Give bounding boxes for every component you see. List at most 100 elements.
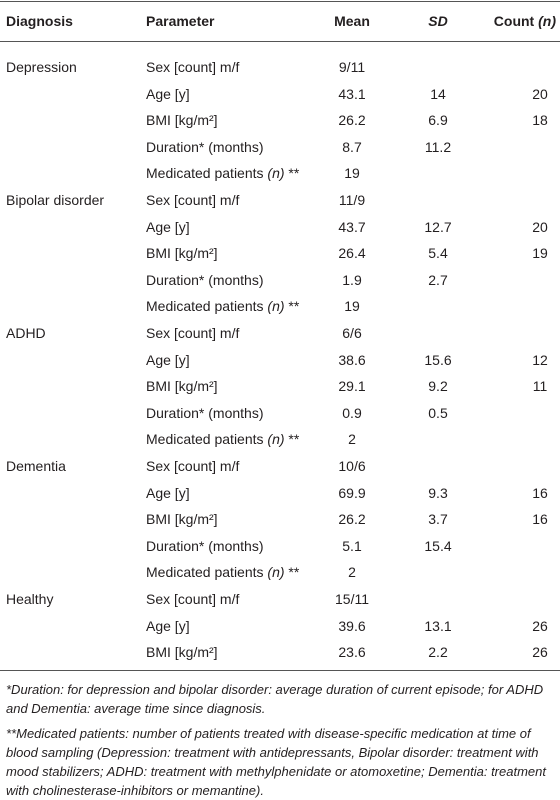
value-cell: 6.9	[428, 112, 448, 129]
value-cell: 26.4	[338, 245, 366, 262]
text-segment: **	[284, 431, 300, 448]
value-cell: 38.6	[338, 351, 366, 368]
footnote: **Medicated patients: number of patients…	[6, 726, 546, 798]
value-cell: 19	[532, 245, 548, 262]
text-segment: (n)	[267, 298, 285, 315]
parameter-cell: BMI [kg/m²]	[146, 245, 218, 262]
value-cell: 2.7	[428, 271, 448, 288]
parameter-cell: Duration* (months)	[146, 138, 264, 155]
value-cell: 43.1	[338, 85, 366, 102]
parameter-cell: Medicated patients (n) **	[146, 562, 299, 582]
value-cell: 26	[532, 644, 548, 661]
text-segment: (n)	[538, 13, 556, 29]
value-cell: 9.3	[428, 484, 448, 501]
parameter-cell: Sex [count] m/f	[146, 591, 240, 607]
value-cell: 12	[532, 351, 548, 368]
diagnosis-cell: Healthy	[6, 591, 54, 607]
value-cell: 26.2	[338, 511, 366, 528]
parameter-cell: Duration* (months)	[146, 271, 264, 288]
parameter-cell: Medicated patients (n) **	[146, 163, 299, 183]
value-cell: 20	[532, 85, 548, 102]
text-segment: **	[284, 298, 300, 315]
value-cell: 15/11	[335, 591, 369, 607]
value-cell: 19	[344, 165, 360, 182]
text-segment: Medicated patients	[146, 298, 268, 315]
header-cell: SD	[428, 11, 447, 31]
diagnosis-cell: Dementia	[6, 458, 66, 474]
value-cell: 16	[532, 511, 548, 528]
value-cell: 26	[532, 617, 548, 634]
value-cell: 9.2	[428, 378, 448, 395]
text-segment: (n)	[267, 431, 285, 448]
parameter-cell: Medicated patients (n) **	[146, 429, 299, 449]
value-cell: 0.9	[342, 404, 362, 421]
parameter-cell: Medicated patients (n) **	[146, 296, 299, 316]
diagnosis-cell: Depression	[6, 59, 77, 75]
parameter-cell: Duration* (months)	[146, 537, 264, 554]
value-cell: 11	[532, 378, 548, 395]
value-cell: 0.5	[428, 404, 448, 421]
value-cell: 12.7	[424, 218, 452, 235]
value-cell: 18	[532, 112, 548, 129]
value-cell: 11/9	[338, 192, 366, 208]
value-cell: 2.2	[428, 644, 448, 661]
text-segment: SD	[428, 13, 448, 29]
value-cell: 10/6	[338, 458, 366, 474]
header-cell: Count (n)	[494, 11, 556, 31]
value-cell: 15.6	[424, 351, 452, 368]
footnote: *Duration: for depression and bipolar di…	[6, 682, 544, 716]
value-cell: 1.9	[342, 271, 362, 288]
diagnosis-cell: ADHD	[6, 325, 46, 341]
text-segment: (n)	[267, 564, 285, 581]
parameter-cell: Age [y]	[146, 484, 190, 501]
value-cell: 3.7	[428, 511, 448, 528]
parameter-cell: Age [y]	[146, 218, 190, 235]
parameter-cell: Sex [count] m/f	[146, 325, 240, 341]
bottom-rule	[0, 670, 560, 671]
parameter-cell: Age [y]	[146, 85, 190, 102]
value-cell: 69.9	[338, 484, 366, 501]
value-cell: 14	[430, 85, 446, 102]
text-segment: (n)	[267, 165, 285, 182]
parameter-cell: BMI [kg/m²]	[146, 378, 218, 395]
text-segment: Medicated patients	[146, 165, 268, 182]
header-cell: Diagnosis	[6, 13, 73, 29]
parameter-cell: Age [y]	[146, 617, 190, 634]
value-cell: 6/6	[342, 325, 362, 341]
parameter-cell: Sex [count] m/f	[146, 458, 240, 474]
value-cell: 5.4	[428, 245, 448, 262]
value-cell: 29.1	[338, 378, 366, 395]
header-cell: Parameter	[146, 13, 215, 29]
text-segment: Medicated patients	[146, 564, 268, 581]
parameter-cell: Sex [count] m/f	[146, 59, 240, 75]
value-cell: 26.2	[338, 112, 366, 129]
value-cell: 5.1	[342, 537, 362, 554]
parameter-cell: Age [y]	[146, 351, 190, 368]
value-cell: 13.1	[424, 617, 452, 634]
parameter-cell: BMI [kg/m²]	[146, 644, 218, 661]
value-cell: 2	[348, 431, 356, 448]
parameter-cell: Duration* (months)	[146, 404, 264, 421]
value-cell: 11.2	[424, 138, 452, 155]
parameter-cell: BMI [kg/m²]	[146, 511, 218, 528]
value-cell: 43.7	[338, 218, 366, 235]
diagnosis-cell: Bipolar disorder	[6, 192, 105, 208]
text-segment: **	[284, 165, 300, 182]
value-cell: 15.4	[424, 537, 452, 554]
parameter-cell: BMI [kg/m²]	[146, 112, 218, 129]
value-cell: 20	[532, 218, 548, 235]
text-segment: **	[284, 564, 300, 581]
value-cell: 23.6	[338, 644, 366, 661]
value-cell: 19	[344, 298, 360, 315]
value-cell: 16	[532, 484, 548, 501]
header-rule	[0, 41, 560, 42]
parameter-cell: Sex [count] m/f	[146, 192, 240, 208]
value-cell: 39.6	[338, 617, 366, 634]
top-rule	[0, 1, 560, 2]
value-cell: 8.7	[342, 138, 362, 155]
value-cell: 2	[348, 564, 356, 581]
value-cell: 9/11	[338, 59, 366, 75]
header-cell: Mean	[334, 13, 370, 29]
text-segment: Medicated patients	[146, 431, 268, 448]
